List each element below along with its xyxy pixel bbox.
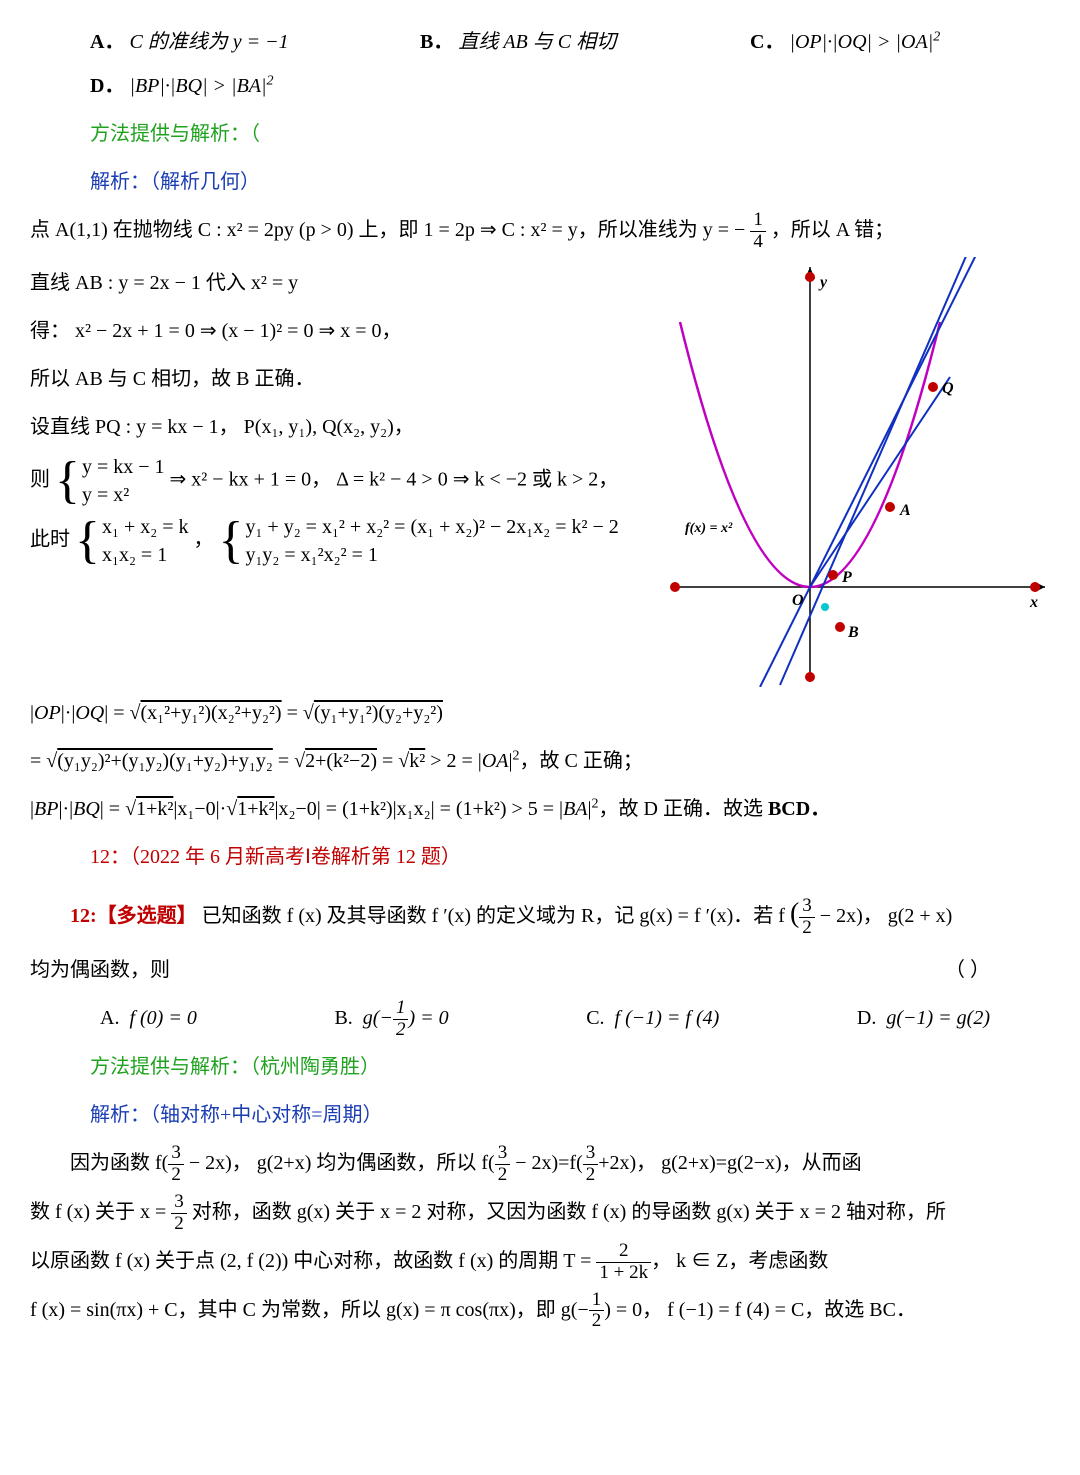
axis-endpoint (805, 272, 815, 282)
q12-stem-l1: 12:【多选题】 已知函数 f (x) 及其导函数 f ′(x) 的定义域为 R… (30, 883, 1050, 945)
a-label: A (899, 502, 911, 519)
q12-options: A. f (0) = 0 B. g(−12) = 0 C. f (−1) = f… (30, 996, 1050, 1041)
q11-sol-line6: 则 { y = kx − 1y = x² ⇒ x² − kx + 1 = 0， … (30, 453, 670, 509)
q11-sol-line2: 直线 AB : y = 2x − 1 代入 x² = y (30, 261, 670, 305)
q11-method-label: 方法提供与解析：（ (30, 112, 1050, 156)
q12-sol-1: 因为函数 f(32 − 2x)， g(2+x) 均为偶函数，所以 f(32 − … (30, 1141, 1050, 1186)
q11-sol-line5: 设直线 PQ : y = kx − 1， P(x₁, y₁), Q(x₂, y₂… (30, 405, 670, 449)
point-a (885, 502, 895, 512)
q11-sol-line3: 得： x² − 2x + 1 = 0 ⇒ (x − 1)² = 0 ⇒ x = … (30, 309, 670, 353)
q11-analysis-label: 解析：（解析几何） (30, 160, 1050, 204)
q11-sol-line8: |OP|·|OQ| = √(x₁²+y₁²)(x₂²+y₂²) = √(y₁+y… (30, 691, 1050, 735)
line-ab (760, 257, 980, 687)
q12-sol-3: 以原函数 f (x) 关于点 (2, f (2)) 中心对称，故函数 f (x)… (30, 1239, 1050, 1284)
q12-method-label: 方法提供与解析：（杭州陶勇胜） (30, 1045, 1050, 1089)
q11-sol-line4: 所以 AB 与 C 相切，故 B 正确． (30, 357, 670, 401)
point-q (928, 382, 938, 392)
opt-label: D． (90, 75, 124, 97)
fraction: 14 (750, 210, 766, 253)
text: ， (193, 528, 213, 550)
fx-label: f(x) = x² (685, 521, 733, 536)
q11-opt-b: B． 直线 AB 与 C 相切 (420, 20, 720, 64)
q11-body: 直线 AB : y = 2x − 1 代入 x² = y 得： x² − 2x … (30, 257, 1050, 687)
q12-opt-c: C. f (−1) = f (4) (586, 996, 719, 1041)
b-label: B (847, 624, 859, 641)
line-oa (810, 377, 950, 587)
text: 均为偶函数，则 (30, 948, 170, 992)
brace-system: { y₁ + y₂ = x₁² + x₂² = (x₁ + x₂)² − 2x₁… (218, 513, 618, 569)
opt-text: 直线 AB 与 C 相切 (458, 31, 616, 53)
q12-header: 12：（2022 年 6 月新高考Ⅰ卷解析第 12 题） (30, 835, 1050, 879)
q12-sol-2: 数 f (x) 关于 x = 32 对称，函数 g(x) 关于 x = 2 对称… (30, 1190, 1050, 1235)
q12-prefix: 12:【多选题】 (70, 905, 197, 927)
q11-graph: x y O A B P Q f(x) = x² (670, 257, 1050, 687)
text: ，所以 A 错； (771, 219, 894, 241)
q11-sol-line7: 此时 { x₁ + x₂ = kx₁x₂ = 1 ， { y₁ + y₂ = x… (30, 513, 670, 569)
q-label: Q (942, 380, 954, 397)
y-label: y (818, 274, 828, 291)
point-b (835, 622, 845, 632)
line-pq (780, 257, 970, 685)
point-p (828, 570, 838, 580)
text: 已知函数 f (x) 及其导函数 f ′(x) 的定义域为 R，记 g(x) =… (202, 905, 785, 927)
text: 此时 (30, 528, 70, 550)
q11-options: A． C 的准线为 y = −1 B． 直线 AB 与 C 相切 C． |OP|… (30, 20, 1050, 108)
axis-endpoint (670, 582, 680, 592)
q11-sol-line1: 点 A(1,1) 在抛物线 C : x² = 2py (p > 0) 上，即 1… (30, 208, 1050, 253)
opt-text: |OP|·|OQ| > |OA|2 (789, 31, 940, 53)
q12-analysis-label: 解析：（轴对称+中心对称=周期） (30, 1093, 1050, 1137)
point-aux (821, 603, 829, 611)
axis-endpoint (805, 672, 815, 682)
q11-left-col: 直线 AB : y = 2x − 1 代入 x² = y 得： x² − 2x … (30, 257, 670, 687)
paren: （ ） (945, 948, 990, 992)
text: 则 (30, 468, 50, 490)
opt-label: B． (420, 31, 453, 53)
q12-sol-4: f (x) = sin(πx) + C，其中 C 为常数，所以 g(x) = π… (30, 1288, 1050, 1333)
p-label: P (841, 569, 852, 586)
q12-opt-b: B. g(−12) = 0 (334, 996, 448, 1041)
opt-text: C 的准线为 y = −1 (129, 31, 288, 53)
q11-sol-line9: = √(y₁y₂)²+(y₁y₂)(y₁+y₂)+y₁y₂ = √2+(k²−2… (30, 739, 1050, 783)
q12-opt-d: D. g(−1) = g(2) (857, 996, 990, 1041)
text: 点 A(1,1) 在抛物线 C : x² = 2py (p > 0) 上，即 1… (30, 219, 745, 241)
parabola-graph-svg: x y O A B P Q f(x) = x² (670, 257, 1050, 687)
axis-endpoint (1030, 582, 1040, 592)
q11-opt-d: D． |BP|·|BQ| > |BA|2 (90, 64, 390, 108)
opt-label: C． (750, 31, 784, 53)
text: − 2x)， g(2 + x) (815, 905, 953, 927)
q11-sol-line10: |BP|·|BQ| = √1+k²|x₁−0|·√1+k²|x₂−0| = (1… (30, 787, 1050, 831)
q11-opt-c: C． |OP|·|OQ| > |OA|2 (750, 20, 1050, 64)
text: ⇒ x² − kx + 1 = 0， Δ = k² − 4 > 0 ⇒ k < … (170, 468, 619, 490)
brace-system: { y = kx − 1y = x² (55, 453, 165, 509)
x-label: x (1029, 594, 1038, 611)
opt-text: |BP|·|BQ| > |BA|2 (129, 75, 273, 97)
brace-system: { x₁ + x₂ = kx₁x₂ = 1 (75, 513, 188, 569)
q11-opt-a: A． C 的准线为 y = −1 (90, 20, 390, 64)
q12-opt-a: A. f (0) = 0 (100, 996, 197, 1041)
o-label: O (792, 592, 804, 609)
opt-label: A． (90, 31, 124, 53)
q12-stem-l2: 均为偶函数，则 （ ） (30, 948, 1050, 992)
